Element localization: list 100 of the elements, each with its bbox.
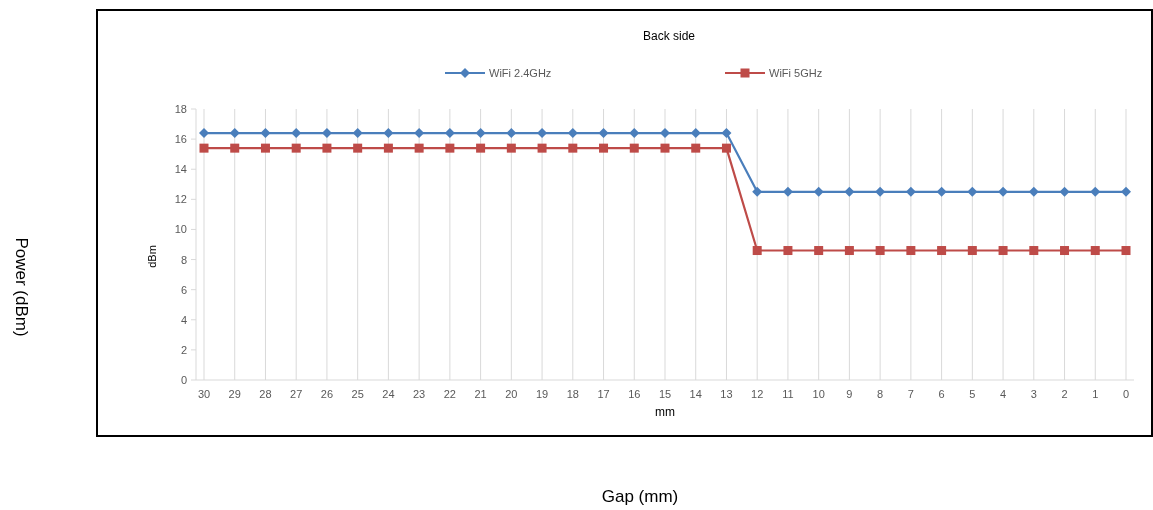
x-tick-label: 25 [351, 388, 364, 400]
point [230, 143, 240, 153]
y-tick-label: 18 [174, 103, 187, 115]
x-tick-label: 19 [535, 388, 549, 400]
point [906, 246, 916, 256]
x-tick-label: 10 [812, 388, 825, 400]
text: Power (dBm) [12, 237, 31, 337]
point [1029, 246, 1039, 256]
x-tick-label: 24 [382, 388, 395, 400]
x-tick-label: 13 [720, 388, 733, 400]
point [998, 186, 1009, 197]
point [476, 143, 486, 153]
point [1028, 186, 1039, 197]
x-tick-label: 20 [505, 388, 518, 400]
x-axis-title: mm [655, 405, 675, 419]
point [998, 246, 1008, 256]
point [783, 246, 793, 256]
point [967, 186, 978, 197]
point [814, 246, 824, 256]
x-tick-label: 6 [938, 388, 945, 400]
x-tick-label: 15 [658, 388, 672, 400]
point [629, 143, 639, 153]
point [291, 143, 301, 153]
point [967, 246, 977, 256]
x-tick-label: 3 [1030, 388, 1037, 400]
point [598, 128, 609, 139]
point [752, 246, 762, 256]
y-tick-label: 8 [180, 253, 187, 266]
y-tick-label: 14 [174, 163, 187, 176]
x-tick-label: 30 [197, 388, 211, 400]
point [383, 128, 394, 139]
x-tick-label: 26 [320, 388, 334, 400]
x-tick-label: 9 [846, 388, 853, 400]
y-axis-title: dBm [146, 245, 158, 268]
x-tick-label: 7 [907, 388, 914, 400]
point [691, 143, 701, 153]
x-tick-label: 18 [566, 388, 579, 400]
point [1059, 186, 1070, 197]
point [660, 143, 670, 153]
point [844, 246, 854, 256]
x-tick-label: 28 [259, 388, 272, 400]
x-tick-label: 29 [228, 388, 241, 400]
point [844, 186, 855, 197]
point [1090, 186, 1101, 197]
point [568, 143, 578, 153]
point [199, 128, 209, 139]
y-tick-label: 2 [180, 343, 187, 356]
x-tick-label: 14 [689, 388, 702, 400]
y-tick-label: 4 [180, 313, 187, 326]
x-tick-label: 0 [1122, 388, 1130, 400]
point [199, 143, 209, 153]
x-tick-label: 1 [1092, 388, 1099, 400]
x-tick-label: 23 [413, 388, 426, 400]
legend-label: WiFi 5GHz [769, 67, 823, 79]
point [352, 128, 363, 139]
point [875, 186, 886, 197]
y-tick-label: 10 [174, 223, 187, 236]
x-tick-label: 21 [474, 388, 487, 400]
x-tick-label: 22 [443, 388, 456, 400]
point [260, 128, 271, 139]
y-tick-label: 6 [180, 283, 187, 296]
point [660, 128, 670, 139]
point [937, 246, 947, 256]
x-tick-label: 27 [290, 388, 303, 400]
point [383, 143, 393, 153]
point [905, 186, 916, 197]
point [782, 186, 793, 197]
point [1121, 186, 1131, 197]
x-tick-label: 8 [877, 388, 884, 400]
x-tick-label: 4 [1000, 388, 1007, 400]
point [752, 186, 763, 197]
point [875, 246, 885, 256]
chart-title: Back side [642, 29, 696, 43]
point [813, 186, 824, 197]
y-tick-label: 12 [174, 193, 187, 206]
point [1060, 246, 1070, 256]
point [353, 143, 363, 153]
legend-label: WiFi 2.4GHz [489, 67, 552, 79]
x-tick-label: 5 [969, 388, 976, 400]
point [537, 143, 547, 153]
x-tick-label: 12 [751, 388, 764, 400]
x-tick-label: 2 [1061, 388, 1068, 400]
point [599, 143, 609, 153]
x-tick-label: 11 [782, 388, 794, 400]
point [414, 143, 424, 153]
point [445, 143, 455, 153]
point [260, 143, 270, 153]
text: Gap (mm) [601, 487, 679, 506]
point [721, 128, 732, 139]
point [506, 143, 516, 153]
point [475, 128, 486, 139]
y-tick-label: 16 [174, 133, 187, 146]
y-tick-label: 0 [180, 374, 187, 386]
point [936, 186, 947, 197]
point [506, 128, 517, 139]
point [1121, 246, 1131, 256]
point [1090, 246, 1100, 256]
x-tick-label: 17 [597, 388, 610, 400]
point [721, 143, 731, 153]
point [322, 143, 332, 153]
